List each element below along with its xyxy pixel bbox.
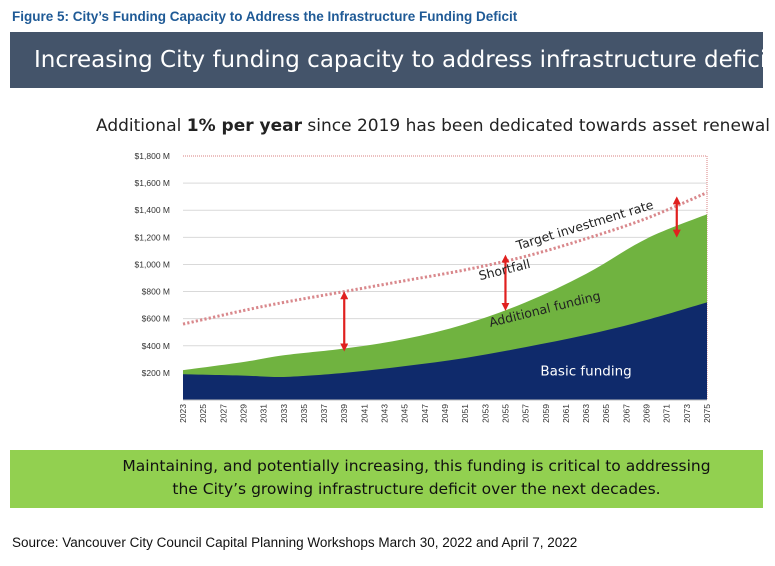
y-tick-label: $200 M: [142, 368, 170, 378]
x-tick-label: 2071: [662, 404, 672, 423]
x-tick-label: 2057: [521, 404, 531, 423]
target-investment-label: Target investment rate: [513, 197, 655, 253]
y-tick-label: $1,400 M: [135, 205, 170, 215]
headline-bold: 1% per year: [186, 116, 302, 136]
y-tick-label: $1,800 M: [135, 151, 170, 161]
x-tick-label: 2061: [561, 404, 571, 423]
callout-line-2: the City’s growing infrastructure defici…: [172, 480, 661, 498]
x-tick-label: 2063: [581, 404, 591, 423]
chart-areas: [183, 214, 707, 400]
x-tick-label: 2039: [339, 404, 349, 423]
x-tick-label: 2037: [319, 404, 329, 423]
headline-suffix: since 2019 has been dedicated towards as…: [302, 116, 770, 136]
y-tick-label: $1,000 M: [135, 259, 170, 269]
chart-arrows: [340, 196, 681, 352]
x-tick-label: 2075: [702, 404, 712, 423]
x-tick-label: 2065: [601, 404, 611, 423]
x-tick-label: 2051: [460, 404, 470, 423]
funding-chart: Target investment rateShortfallAdditiona…: [135, 151, 712, 423]
x-tick-label: 2047: [420, 404, 430, 423]
x-tick-label: 2031: [259, 404, 269, 423]
headline-prefix: Additional: [96, 116, 187, 136]
x-tick-label: 2041: [359, 404, 369, 423]
y-tick-label: $1,200 M: [135, 232, 170, 242]
source-note: Source: Vancouver City Council Capital P…: [12, 535, 578, 550]
callout-line-1: Maintaining, and potentially increasing,…: [122, 457, 711, 475]
x-tick-label: 2027: [218, 404, 228, 423]
x-tick-label: 2035: [299, 404, 309, 423]
banner: Increasing City funding capacity to addr…: [10, 32, 775, 88]
x-tick-label: 2073: [682, 404, 692, 423]
x-tick-label: 2067: [621, 404, 631, 423]
x-tick-label: 2049: [440, 404, 450, 423]
y-tick-label: $400 M: [142, 341, 170, 351]
y-tick-label: $1,600 M: [135, 178, 170, 188]
x-tick-label: 2045: [400, 404, 410, 423]
y-tick-label: $600 M: [142, 314, 170, 324]
figure-title: Figure 5: City’s Funding Capacity to Add…: [12, 9, 518, 24]
y-tick-label: $800 M: [142, 287, 170, 297]
basic-funding-label: Basic funding: [540, 364, 631, 380]
x-tick-label: 2055: [500, 404, 510, 423]
chart-lines: [182, 191, 708, 326]
x-tick-label: 2029: [238, 404, 248, 423]
x-tick-label: 2025: [198, 404, 208, 423]
chart-axes: $200 M $400 M $600 M $800 M $1,000 M $1,200 M…: [135, 151, 712, 423]
callout-box: Maintaining, and potentially increasing,…: [10, 450, 763, 508]
x-tick-label: 2059: [541, 404, 551, 423]
x-tick-label: 2053: [480, 404, 490, 423]
basic-funding-area: [183, 302, 707, 400]
banner-title: Increasing City funding capacity to addr…: [34, 47, 775, 73]
x-tick-label: 2069: [642, 404, 652, 423]
chart-headline: Additional 1% per year since 2019 has be…: [96, 116, 770, 136]
x-tick-label: 2033: [279, 404, 289, 423]
target-investment-line: [182, 191, 708, 326]
x-tick-label: 2023: [178, 404, 188, 423]
x-tick-label: 2043: [380, 404, 390, 423]
